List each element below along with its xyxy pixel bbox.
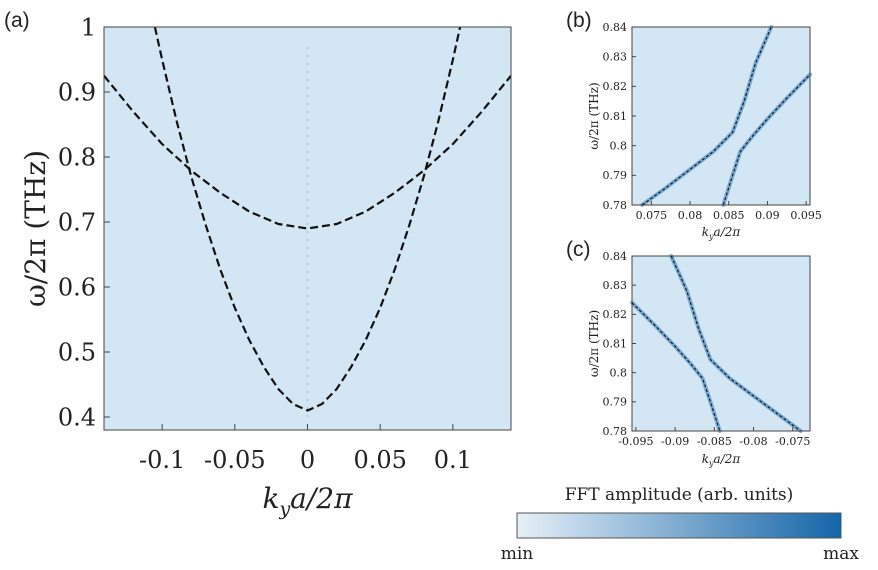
y-tick-label-a-4: 0.8 xyxy=(58,143,96,171)
dashed-curve-b-1 xyxy=(722,74,810,205)
panel-label-c: (c) xyxy=(566,238,591,261)
y-tick-label-c-1: 0.79 xyxy=(603,396,628,409)
colorbar-min-label: min xyxy=(501,544,534,564)
y-tick-label-a-3: 0.7 xyxy=(58,208,96,236)
heatmap-background-b xyxy=(632,27,810,205)
y-tick-label-a-0: 0.4 xyxy=(58,403,96,431)
y-axis-label-b: ω/2π (THz) xyxy=(587,82,601,149)
chart-panel-b: 0.075 0.08 0.085 0.09 0.095 0.78 0.79 0.8 0.81 0.… xyxy=(587,21,822,241)
x-tick-label-a-0: -0.1 xyxy=(139,446,185,474)
y-tick-label-a-2: 0.6 xyxy=(58,273,96,301)
y-tick-label-b-5: 0.83 xyxy=(603,51,628,64)
y-axis-label-c: ω/2π (THz) xyxy=(587,310,601,377)
x-tick-label-b-2: 0.085 xyxy=(713,209,745,222)
y-tick-label-c-4: 0.82 xyxy=(603,308,628,321)
y-tick-label-b-4: 0.82 xyxy=(603,80,628,93)
panel-label-b: (b) xyxy=(566,9,592,32)
y-tick-label-a-1: 0.5 xyxy=(58,338,96,366)
x-tick-label-c-1: -0.09 xyxy=(661,435,689,448)
chart-panel-a: -0.1 -0.05 0 0.05 0.1 0.4 0.5 0.6 0.7 0.8 0.9 1 kya/… xyxy=(19,13,512,520)
colorbar-max-label: max xyxy=(823,544,859,564)
y-tick-label-b-0: 0.78 xyxy=(603,199,628,212)
x-tick-label-b-4: 0.095 xyxy=(790,209,822,222)
y-tick-label-c-5: 0.83 xyxy=(603,279,628,292)
dashed-curve-a-0 xyxy=(104,75,511,230)
x-axis-label-a: kya/2π xyxy=(262,482,353,520)
x-tick-label-a-1: -0.05 xyxy=(204,446,266,474)
colorbar-gradient xyxy=(516,512,842,539)
colorbar-title: FFT amplitude (arb. units) xyxy=(565,485,794,505)
y-tick-label-a-5: 0.9 xyxy=(58,78,96,106)
y-tick-label-b-2: 0.8 xyxy=(610,140,628,153)
y-tick-label-b-1: 0.79 xyxy=(603,169,628,182)
panel-label-a: (a) xyxy=(4,9,30,32)
heatmap-trace-c-0 xyxy=(630,300,722,433)
x-tick-label-c-3: -0.08 xyxy=(739,435,767,448)
y-tick-label-c-3: 0.81 xyxy=(603,337,628,350)
y-tick-label-b-3: 0.81 xyxy=(603,110,628,123)
x-axis-label-c: kya/2π xyxy=(702,452,742,468)
y-tick-label-b-6: 0.84 xyxy=(603,21,628,34)
dashed-curve-a-1 xyxy=(153,27,462,412)
heatmap-background-c xyxy=(632,256,810,431)
y-tick-label-a-6: 1 xyxy=(81,13,96,41)
chart-panel-c: -0.095 -0.09 -0.085 -0.08 -0.075 0.78 0.79 0.8 0… xyxy=(587,250,811,468)
x-tick-label-c-0: -0.095 xyxy=(618,435,653,448)
heatmap-background-a xyxy=(104,27,511,430)
x-tick-label-a-2: 0 xyxy=(300,446,315,474)
x-axis-label-b: kya/2π xyxy=(702,225,742,241)
x-tick-label-b-0: 0.075 xyxy=(636,209,668,222)
x-tick-label-a-3: 0.05 xyxy=(353,446,406,474)
x-tick-label-c-4: -0.075 xyxy=(775,435,810,448)
x-tick-label-b-3: 0.09 xyxy=(755,209,780,222)
x-tick-label-b-1: 0.08 xyxy=(678,209,703,222)
y-tick-label-c-6: 0.84 xyxy=(603,250,628,263)
x-tick-label-a-4: 0.1 xyxy=(434,446,472,474)
y-axis-label-a: ω/2π (THz) xyxy=(19,150,52,307)
dashed-curve-b-0 xyxy=(641,27,772,205)
y-tick-label-c-0: 0.78 xyxy=(603,425,628,438)
x-tick-label-c-2: -0.085 xyxy=(697,435,732,448)
dashed-curve-c-1 xyxy=(670,256,801,431)
y-tick-label-c-2: 0.8 xyxy=(610,367,628,380)
